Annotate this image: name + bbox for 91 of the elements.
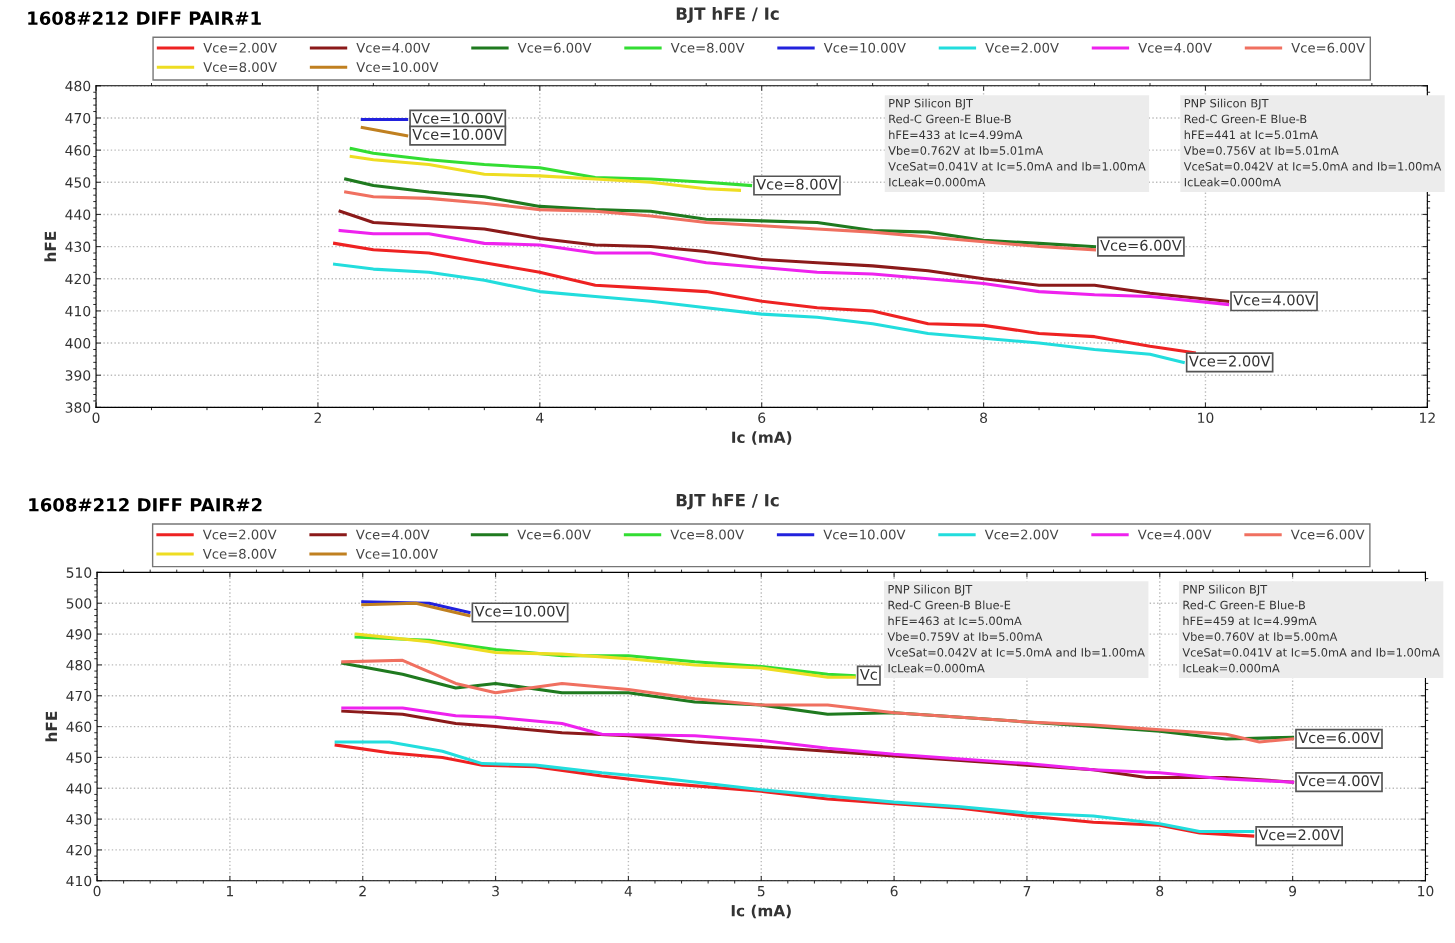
x-tick-label: 4 (624, 886, 633, 897)
annotation: Vce=2.00V (1258, 829, 1340, 841)
y-tick-label: 420 (66, 844, 92, 856)
legend-label: Vce=2.00V (203, 42, 277, 53)
x-axis-title: Ic (mA) (732, 431, 792, 445)
x-tick-label: 5 (757, 886, 765, 897)
x-axis-title: Ic (mA) (731, 904, 791, 919)
x-tick-label: 4 (536, 412, 544, 423)
annotation: PNP Silicon BJT Red-C Green-E Blue-B hFE=433 at Ic=4.99mA Vbe=0.762V at Ib=5.01mA VceSat=0.041V at Ic=5.0mA and Ib=1.00mA IcLeak=0.000mA (888, 98, 1146, 187)
y-axis-title: hFE (44, 231, 56, 262)
annotation: Vce=10.00V (412, 128, 504, 140)
line-series (333, 241, 1196, 355)
annotation: Vce=2.00V (1188, 355, 1271, 367)
legend-label: Vce=8.00V (203, 62, 277, 73)
legend-label: Vce=10.00V (356, 62, 439, 73)
y-tick-label: 500 (66, 598, 92, 609)
annotation: PNP Silicon BJT Red-C Green-E Blue-B hFE=441 at Ic=5.01mA Vbe=0.756V at Ib=5.01mA VceSat=0.042V at Ic=5.0mA and Ib=1.00mA IcLeak=0.000mA (1183, 98, 1442, 187)
line-series (349, 155, 742, 192)
legend-label: Vce=4.00V (356, 42, 430, 53)
line-series (333, 262, 1185, 364)
x-tick-label: 2 (314, 412, 321, 423)
x-tick-label: 8 (980, 412, 988, 423)
legend-label: Vce=4.00V (1137, 529, 1212, 540)
y-tick-label: 420 (65, 273, 91, 285)
y-tick-label: 460 (66, 721, 92, 733)
legend-label: Vce=10.00V (355, 548, 438, 559)
y-tick-label: 390 (65, 370, 91, 381)
y-tick-label: 450 (65, 177, 91, 188)
y-tick-label: 440 (65, 209, 91, 220)
line-series (344, 177, 1097, 249)
y-tick-label: 450 (66, 752, 92, 763)
legend-label: Vce=2.00V (984, 529, 1059, 540)
y-tick-label: 410 (66, 875, 92, 887)
legend-label: Vce=2.00V (985, 42, 1059, 53)
x-tick-label: 1 (227, 886, 234, 897)
line-series (338, 228, 1230, 307)
y-tick-label: 440 (66, 783, 92, 794)
legend-label: Vce=6.00V (1291, 42, 1365, 53)
y-tick-label: 430 (66, 814, 92, 825)
x-tick-label: 0 (92, 412, 100, 423)
legend-label: Vce=10.00V (823, 529, 906, 540)
legend-label: Vce=4.00V (1138, 42, 1212, 53)
annotation: Vce=10.00V (412, 112, 504, 124)
x-tick-label: 12 (1420, 412, 1435, 423)
y-tick-label: 430 (65, 241, 91, 253)
x-tick-label: 6 (890, 885, 898, 897)
legend-label: Vce=4.00V (355, 529, 430, 540)
x-tick-label: 8 (1156, 885, 1164, 897)
y-tick-label: 400 (65, 338, 91, 349)
y-tick-label: 470 (66, 690, 92, 702)
x-tick-label: 7 (1023, 886, 1031, 897)
y-tick-label: 460 (65, 145, 91, 156)
annotation: Vce=6.00V (1100, 239, 1182, 251)
annotation: Vce=4.00V (1233, 294, 1315, 306)
annotation: Vce=10.00V (474, 605, 566, 617)
line-series (344, 190, 1097, 252)
x-tick-label: 3 (492, 885, 499, 897)
x-tick-label: 6 (758, 412, 766, 423)
legend-label: Vce=6.00V (517, 42, 592, 53)
y-tick-label: 510 (66, 567, 92, 578)
legend-label: Vce=8.00V (670, 42, 745, 53)
legend-label: Vce=8.00V (670, 529, 744, 540)
legend-label: Vce=10.00V (823, 42, 906, 53)
annotation: Vce=6.00V (1298, 732, 1380, 744)
y-tick-label: 380 (65, 402, 91, 413)
y-tick-label: 470 (65, 112, 91, 124)
annotation: Vce=8.00V (756, 178, 838, 190)
x-tick-label: 2 (359, 885, 366, 897)
chart-title: 1608#212 DIFF PAIR#1 (28, 11, 261, 26)
x-tick-label: 0 (93, 885, 101, 897)
y-tick-label: 490 (66, 629, 92, 640)
line-series (349, 146, 753, 188)
legend-label: Vce=8.00V (202, 548, 277, 559)
y-tick-label: 480 (65, 80, 91, 92)
annotation: Vce=4.00V (1298, 775, 1380, 787)
annotation: Vc (859, 669, 877, 680)
x-tick-label: 9 (1289, 885, 1297, 897)
legend-label: Vce=2.00V (202, 529, 277, 540)
chart-subtitle: BJT hFE / Ic (676, 493, 779, 510)
annotation: PNP Silicon BJT Red-C Green-E Blue-B hFE=459 at Ic=4.99mA Vbe=0.760V at Ib=5.00mA VceSat=0.041V at Ic=5.0mA and Ib=1.00mA IcLeak=0.000mA (1182, 584, 1440, 673)
x-tick-label: 10 (1418, 885, 1434, 897)
y-tick-label: 410 (65, 305, 91, 317)
chart-subtitle: BJT hFE / Ic (676, 7, 779, 24)
annotation: PNP Silicon BJT Red-C Green-B Blue-E hFE=463 at Ic=5.00mA Vbe=0.759V at Ib=5.00mA VceSat=0.042V at Ic=5.0mA and Ib=1.00mA IcLeak=0.000mA (887, 584, 1145, 673)
y-axis-title: hFE (45, 711, 57, 742)
legend-label: Vce=6.00V (1290, 529, 1365, 540)
chart-title: 1608#212 DIFF PAIR#2 (29, 497, 262, 512)
x-tick-label: 10 (1198, 412, 1214, 423)
line-series (338, 209, 1230, 303)
y-tick-label: 480 (66, 659, 92, 671)
legend-label: Vce=6.00V (517, 529, 591, 540)
